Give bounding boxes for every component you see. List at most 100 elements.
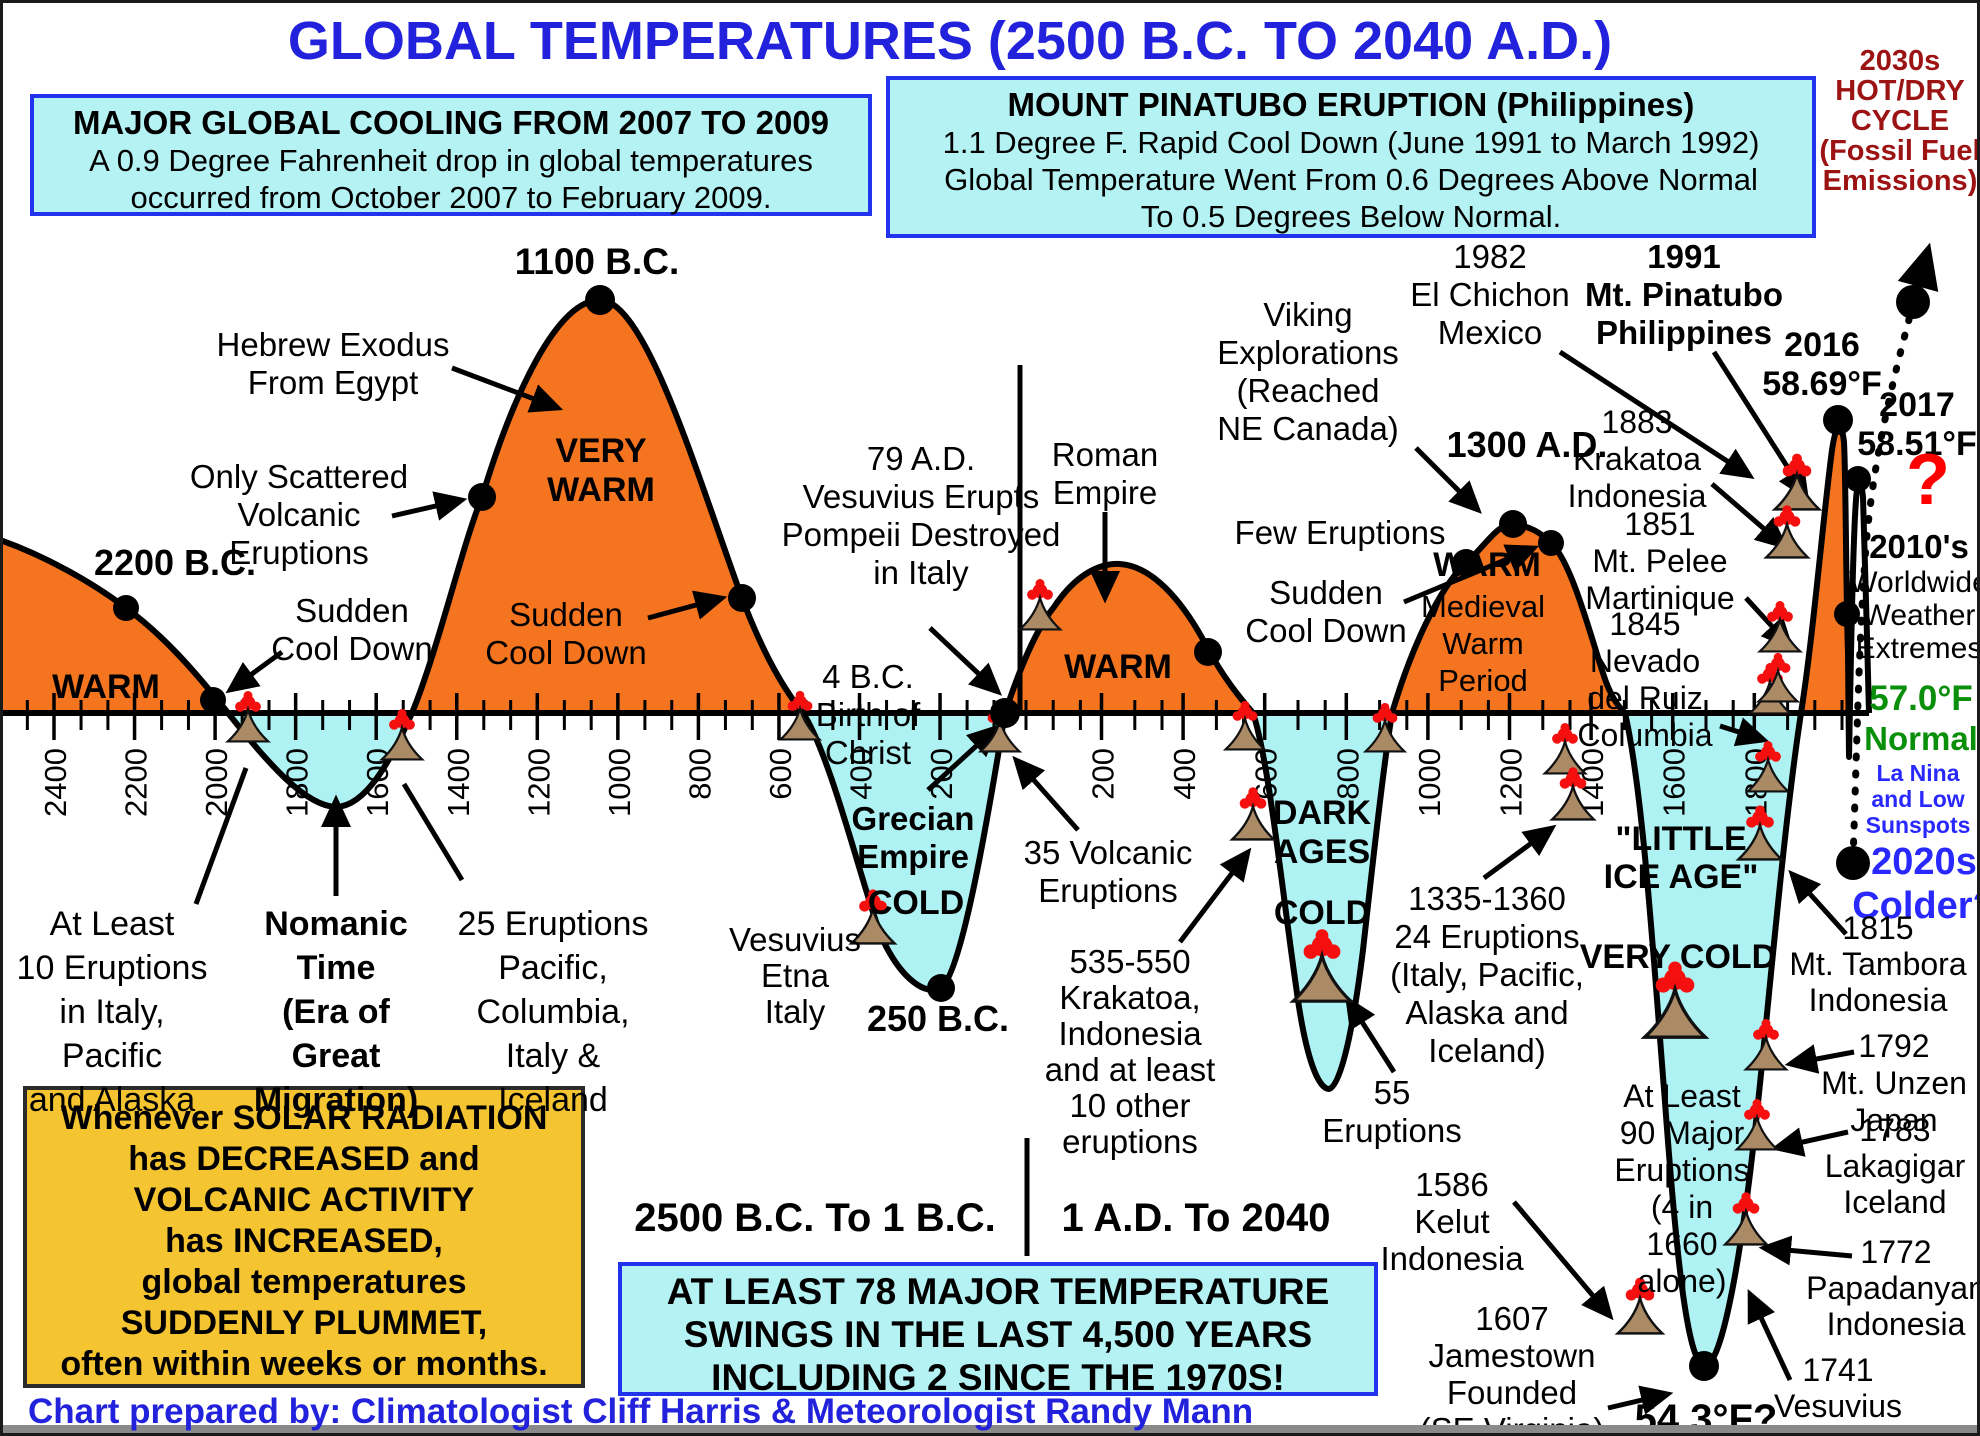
swings-box-line: AT LEAST 78 MAJOR TEMPERATURE: [666, 1271, 1330, 1312]
label-2020s-colder-line: 2020s: [1871, 841, 1977, 883]
data-point-dot: [1194, 638, 1222, 666]
label-sudden-cool-1: Sudden Cool Down: [271, 592, 432, 668]
label-warm-roman: WARM: [1064, 648, 1172, 687]
label-normal-line: Normal: [1864, 720, 1978, 757]
label-1783-lakagigar-line: Lakagigar: [1824, 1148, 1966, 1184]
data-point-dot: [200, 687, 226, 713]
label-cold-grecian: COLD: [868, 884, 964, 923]
label-25-eruptions-line: Iceland: [498, 1081, 608, 1119]
label-roman-empire-line: Roman: [1051, 436, 1159, 473]
label-little-ice-age-line: "LITTLE: [1615, 820, 1747, 858]
label-1741-vesuvius-line: Vesuvius: [1773, 1388, 1903, 1424]
label-1851-pelee-line: 1851: [1624, 506, 1696, 542]
label-2017-line: 58.51°F: [1857, 425, 1977, 463]
label-35-volcanic-line: 35 Volcanic: [1023, 834, 1193, 871]
label-medieval-period-line: Period: [1438, 663, 1528, 698]
annotation-arrow: [1345, 995, 1397, 1074]
annotation-arrow: [1607, 1385, 1674, 1415]
label-dark-ages-line: AGES: [1273, 833, 1371, 871]
temperature-curve-line: [0, 297, 1872, 1369]
data-point-dot: [1834, 601, 1860, 627]
pinatubo-box-line: To 0.5 Degrees Below Normal.: [1140, 199, 1562, 234]
label-medieval-period-line: Medieval: [1420, 589, 1546, 624]
data-point-dots: [113, 285, 1930, 1381]
data-point-dot: [1845, 466, 1871, 492]
annotation-arrow: [1414, 446, 1482, 514]
label-hot-dry-cycle-line: HOT/DRY: [1835, 75, 1965, 107]
data-point-dot: [728, 584, 756, 612]
label-90-eruptions-line: Eruptions: [1614, 1152, 1750, 1188]
data-point-dot: [1896, 285, 1930, 319]
label-535-550-line: 535-550: [1069, 943, 1191, 980]
label-2017: 2017 58.51°F: [1857, 386, 1976, 464]
label-hebrew-exodus: Hebrew Exodus From Egypt: [217, 326, 450, 402]
annotation-arrow: [1788, 869, 1848, 936]
label-535-550-line: eruptions: [1062, 1123, 1198, 1160]
data-point-dot: [585, 285, 615, 315]
solar-box-line: SUDDENLY PLUMMET,: [120, 1304, 488, 1342]
label-2010s: 2010's: [1869, 528, 1969, 566]
cold-period-area: [1253, 713, 1392, 1089]
label-25-eruptions-line: Italy &: [505, 1037, 601, 1075]
label-1607-jamestown-line: 1607: [1475, 1300, 1549, 1337]
bottom-shadow-strip: [3, 1425, 1977, 1433]
label-1772-papadanyan-line: 1772: [1860, 1234, 1932, 1270]
label-79-ad-line: Pompeii Destroyed: [781, 516, 1061, 553]
label-90-eruptions: At Least 90 Major Eruptions (4 in 1660 alone): [1614, 1078, 1749, 1300]
label-1335-1360-line: (Italy, Pacific,: [1390, 956, 1584, 993]
label-roman-empire: Roman Empire: [1052, 436, 1158, 512]
label-2016: 2016 58.69°F: [1762, 326, 1881, 404]
label-1982-el-chichon: 1982 El Chichon Mexico: [1410, 238, 1570, 352]
solar-box-line: often within weeks or months.: [60, 1345, 548, 1383]
data-point-dot: [927, 974, 955, 1002]
label-grecian-empire-line: Empire: [857, 838, 969, 875]
label-warm-roman-line: WARM: [1064, 648, 1172, 686]
label-little-ice-age-line: ICE AGE": [1603, 858, 1759, 896]
label-la-nina-line: and Low: [1871, 786, 1965, 812]
label-sudden-cool-3-line: Cool Down: [1245, 612, 1407, 649]
label-4-bc-line: Christ: [824, 734, 912, 771]
label-1586-kelut-line: 1586: [1415, 1166, 1489, 1203]
label-1783-lakagigar-line: Iceland: [1843, 1184, 1947, 1220]
label-sudden-cool-2-line: Sudden: [509, 596, 623, 633]
pinatubo-box: MOUNT PINATUBO ERUPTION (Philippines) 1.…: [886, 76, 1816, 238]
label-1815-tambora-line: Mt. Tambora: [1789, 946, 1967, 982]
era-label-bc: 2500 B.C. To 1 B.C.: [634, 1196, 996, 1240]
label-1100-bc: 1100 B.C.: [515, 240, 680, 283]
axis-tick-label: 800: [682, 748, 717, 800]
label-1607-jamestown-line: Founded: [1446, 1374, 1578, 1411]
pinatubo-box-line: Global Temperature Went From 0.6 Degrees…: [944, 162, 1758, 197]
label-1100-bc-line: 1100 B.C.: [514, 241, 680, 282]
label-hebrew-exodus-line: Hebrew Exodus: [216, 326, 450, 363]
label-2020s-colder-line: Colder?: [1852, 885, 1980, 927]
label-warm-medieval-line: WARM: [1433, 546, 1541, 584]
label-1300-ad: 1300 A.D.: [1447, 424, 1608, 466]
axis-tick-label: 1200: [1494, 748, 1529, 817]
label-1741-vesuvius-line: 1741: [1802, 1352, 1874, 1388]
label-10-eruptions-line: At Least: [49, 905, 175, 943]
axis-tick-label: 1400: [441, 748, 476, 817]
label-worldwide-extremes-line: Extremes: [1855, 632, 1980, 665]
label-25-eruptions-line: 25 Eruptions: [457, 905, 649, 943]
label-1741-vesuvius: 1741VesuviusItaly: [1774, 1352, 1902, 1436]
data-point-dot: [1823, 405, 1853, 435]
label-79-ad-line: Vesuvius Erupts: [802, 478, 1040, 515]
axis-tick-label: 2200: [119, 748, 154, 817]
axis-tick-label: 1600: [1657, 748, 1692, 817]
label-35-volcanic-line: Eruptions: [1038, 872, 1178, 909]
label-normal: Normal: [1864, 720, 1978, 758]
label-medieval-period: Medieval Warm Period: [1421, 588, 1545, 699]
label-hebrew-exodus-line: From Egypt: [247, 364, 419, 401]
annotation-arrow: [1482, 824, 1557, 881]
label-little-ice-age: "LITTLE ICE AGE": [1604, 820, 1759, 896]
axis-tick-label: 600: [763, 748, 798, 800]
label-vesuvius-etna-line: Vesuvius: [728, 921, 862, 958]
label-nomanic-time-line: (Era of: [282, 993, 390, 1031]
volcano-eruption-icon: [1764, 504, 1810, 559]
label-1851-pelee-line: Martinique: [1585, 580, 1735, 616]
label-la-nina-line: Sunspots: [1865, 812, 1971, 838]
label-1845-nevado-line: Nevado: [1589, 643, 1701, 679]
axis-tick-label: 1200: [521, 748, 556, 817]
